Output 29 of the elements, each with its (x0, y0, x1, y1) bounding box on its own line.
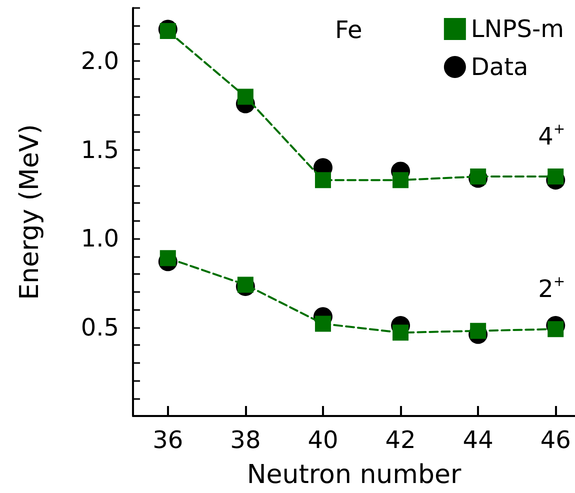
x-tick-label: 42 (385, 426, 416, 454)
point (314, 316, 331, 332)
x-tick-label: 40 (308, 426, 338, 454)
point (392, 172, 409, 188)
point (160, 250, 176, 266)
annotation: 2+ (538, 274, 566, 304)
x-tick-label: 36 (152, 426, 184, 454)
x-tick-label: 38 (230, 426, 261, 454)
point (392, 324, 409, 341)
y-tick-label: 1.5 (80, 136, 119, 164)
annotation: Fe (335, 16, 362, 44)
legend-label: LNPS-m (470, 15, 564, 43)
point (237, 88, 254, 105)
point (470, 168, 486, 185)
y-axis-title: Energy (MeV) (15, 124, 45, 300)
point (548, 168, 564, 185)
y-tick-label: 0.5 (80, 313, 119, 342)
point (548, 321, 564, 338)
point (470, 322, 486, 339)
annotation: 4+ (538, 122, 566, 151)
y-tick-label: 2.0 (80, 47, 119, 76)
point (160, 23, 176, 40)
x-tick-label: 44 (462, 426, 494, 454)
x-tick-label: 46 (540, 426, 571, 454)
point (237, 276, 254, 293)
y-tick-label: 1.0 (80, 224, 119, 253)
x-axis-title: Neutron number (246, 460, 462, 490)
point (314, 172, 331, 188)
legend-label: Data (470, 53, 528, 81)
